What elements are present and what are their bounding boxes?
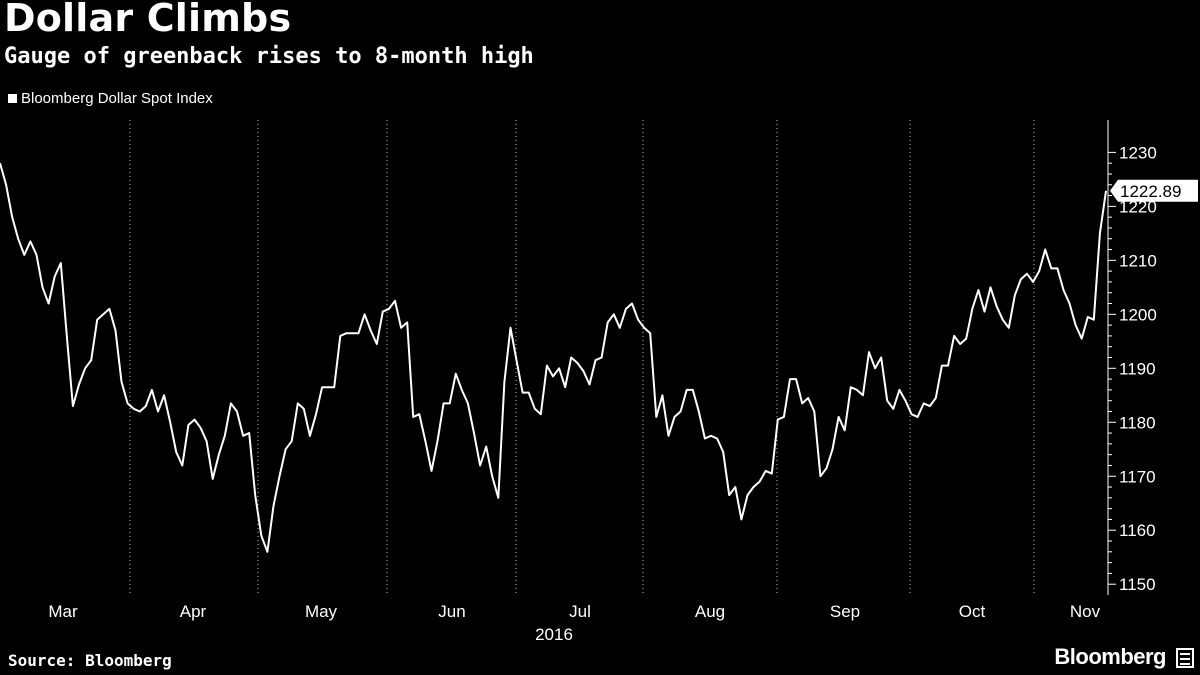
x-tick-label-apr: Apr — [180, 602, 207, 621]
last-value-label: 1222.89 — [1120, 182, 1181, 201]
y-tick-label-1150: 1150 — [1119, 575, 1156, 594]
y-tick-label-1170: 1170 — [1119, 467, 1156, 486]
last-value-callout — [1110, 179, 1198, 202]
x-tick-label-aug: Aug — [695, 602, 725, 621]
chart-subtitle: Gauge of greenback rises to 8-month high — [4, 44, 534, 69]
x-tick-label-mar: Mar — [48, 602, 78, 621]
y-tick-label-1230: 1230 — [1119, 143, 1157, 162]
x-tick-label-jul: Jul — [569, 602, 591, 621]
brand-logo: Bloomberg — [1054, 644, 1166, 669]
legend-swatch — [8, 94, 17, 103]
legend: Bloomberg Dollar Spot Index — [8, 90, 213, 107]
bloomberg-terminal-icon — [1176, 648, 1194, 668]
x-tick-label-jun: Jun — [438, 602, 465, 621]
legend-label: Bloomberg Dollar Spot Index — [21, 90, 213, 107]
series-line-dollar-spot-index — [0, 162, 1107, 553]
y-tick-label-1160: 1160 — [1119, 521, 1156, 540]
chart-title: Dollar Climbs — [4, 0, 292, 40]
y-tick-label-1200: 1200 — [1119, 305, 1157, 324]
y-tick-label-1180: 1180 — [1119, 413, 1156, 432]
x-year-label: 2016 — [535, 625, 573, 644]
x-tick-label-may: May — [305, 602, 338, 621]
x-tick-label-sep: Sep — [830, 602, 860, 621]
y-tick-label-1210: 1210 — [1119, 251, 1157, 270]
source-note: Source: Bloomberg — [8, 651, 172, 670]
x-tick-label-oct: Oct — [959, 602, 986, 621]
y-tick-label-1190: 1190 — [1119, 359, 1156, 378]
y-tick-label-1220: 1220 — [1119, 197, 1157, 216]
x-tick-label-nov: Nov — [1070, 602, 1101, 621]
